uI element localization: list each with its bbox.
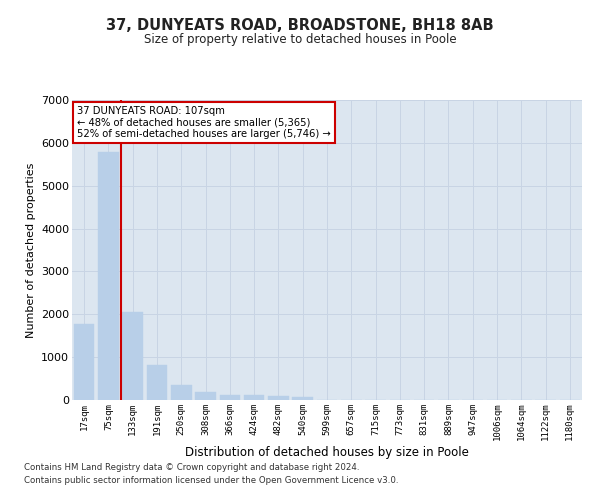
Bar [146,365,167,400]
Bar [292,397,313,400]
Text: 37 DUNYEATS ROAD: 107sqm
← 48% of detached houses are smaller (5,365)
52% of sem: 37 DUNYEATS ROAD: 107sqm ← 48% of detach… [77,106,331,139]
Bar [220,395,240,400]
Text: Size of property relative to detached houses in Poole: Size of property relative to detached ho… [143,32,457,46]
Bar [98,152,119,400]
Bar [74,324,94,400]
Y-axis label: Number of detached properties: Number of detached properties [26,162,35,338]
Text: Contains HM Land Registry data © Crown copyright and database right 2024.: Contains HM Land Registry data © Crown c… [24,464,359,472]
Bar [268,396,289,400]
Bar [171,386,191,400]
Text: Contains public sector information licensed under the Open Government Licence v3: Contains public sector information licen… [24,476,398,485]
Bar [122,312,143,400]
Bar [195,392,216,400]
Text: 37, DUNYEATS ROAD, BROADSTONE, BH18 8AB: 37, DUNYEATS ROAD, BROADSTONE, BH18 8AB [106,18,494,32]
Bar [244,396,265,400]
X-axis label: Distribution of detached houses by size in Poole: Distribution of detached houses by size … [185,446,469,459]
